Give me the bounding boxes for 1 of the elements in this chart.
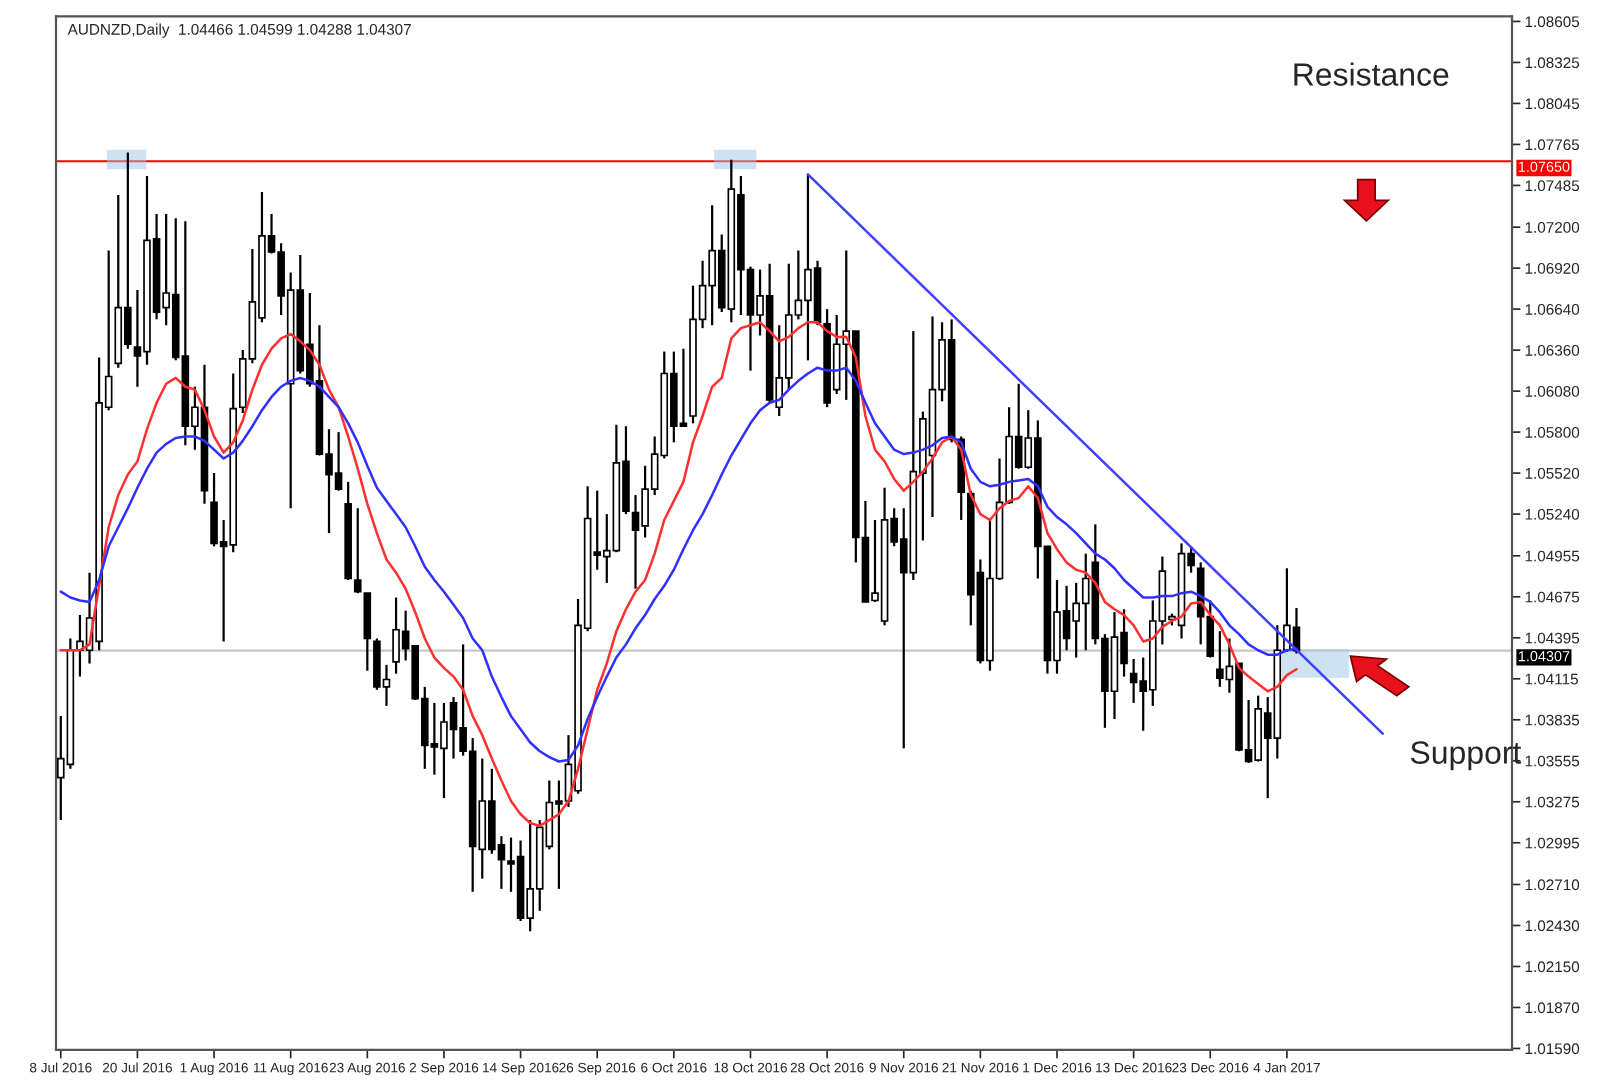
annotation: Resistance (1294, 62, 1449, 86)
